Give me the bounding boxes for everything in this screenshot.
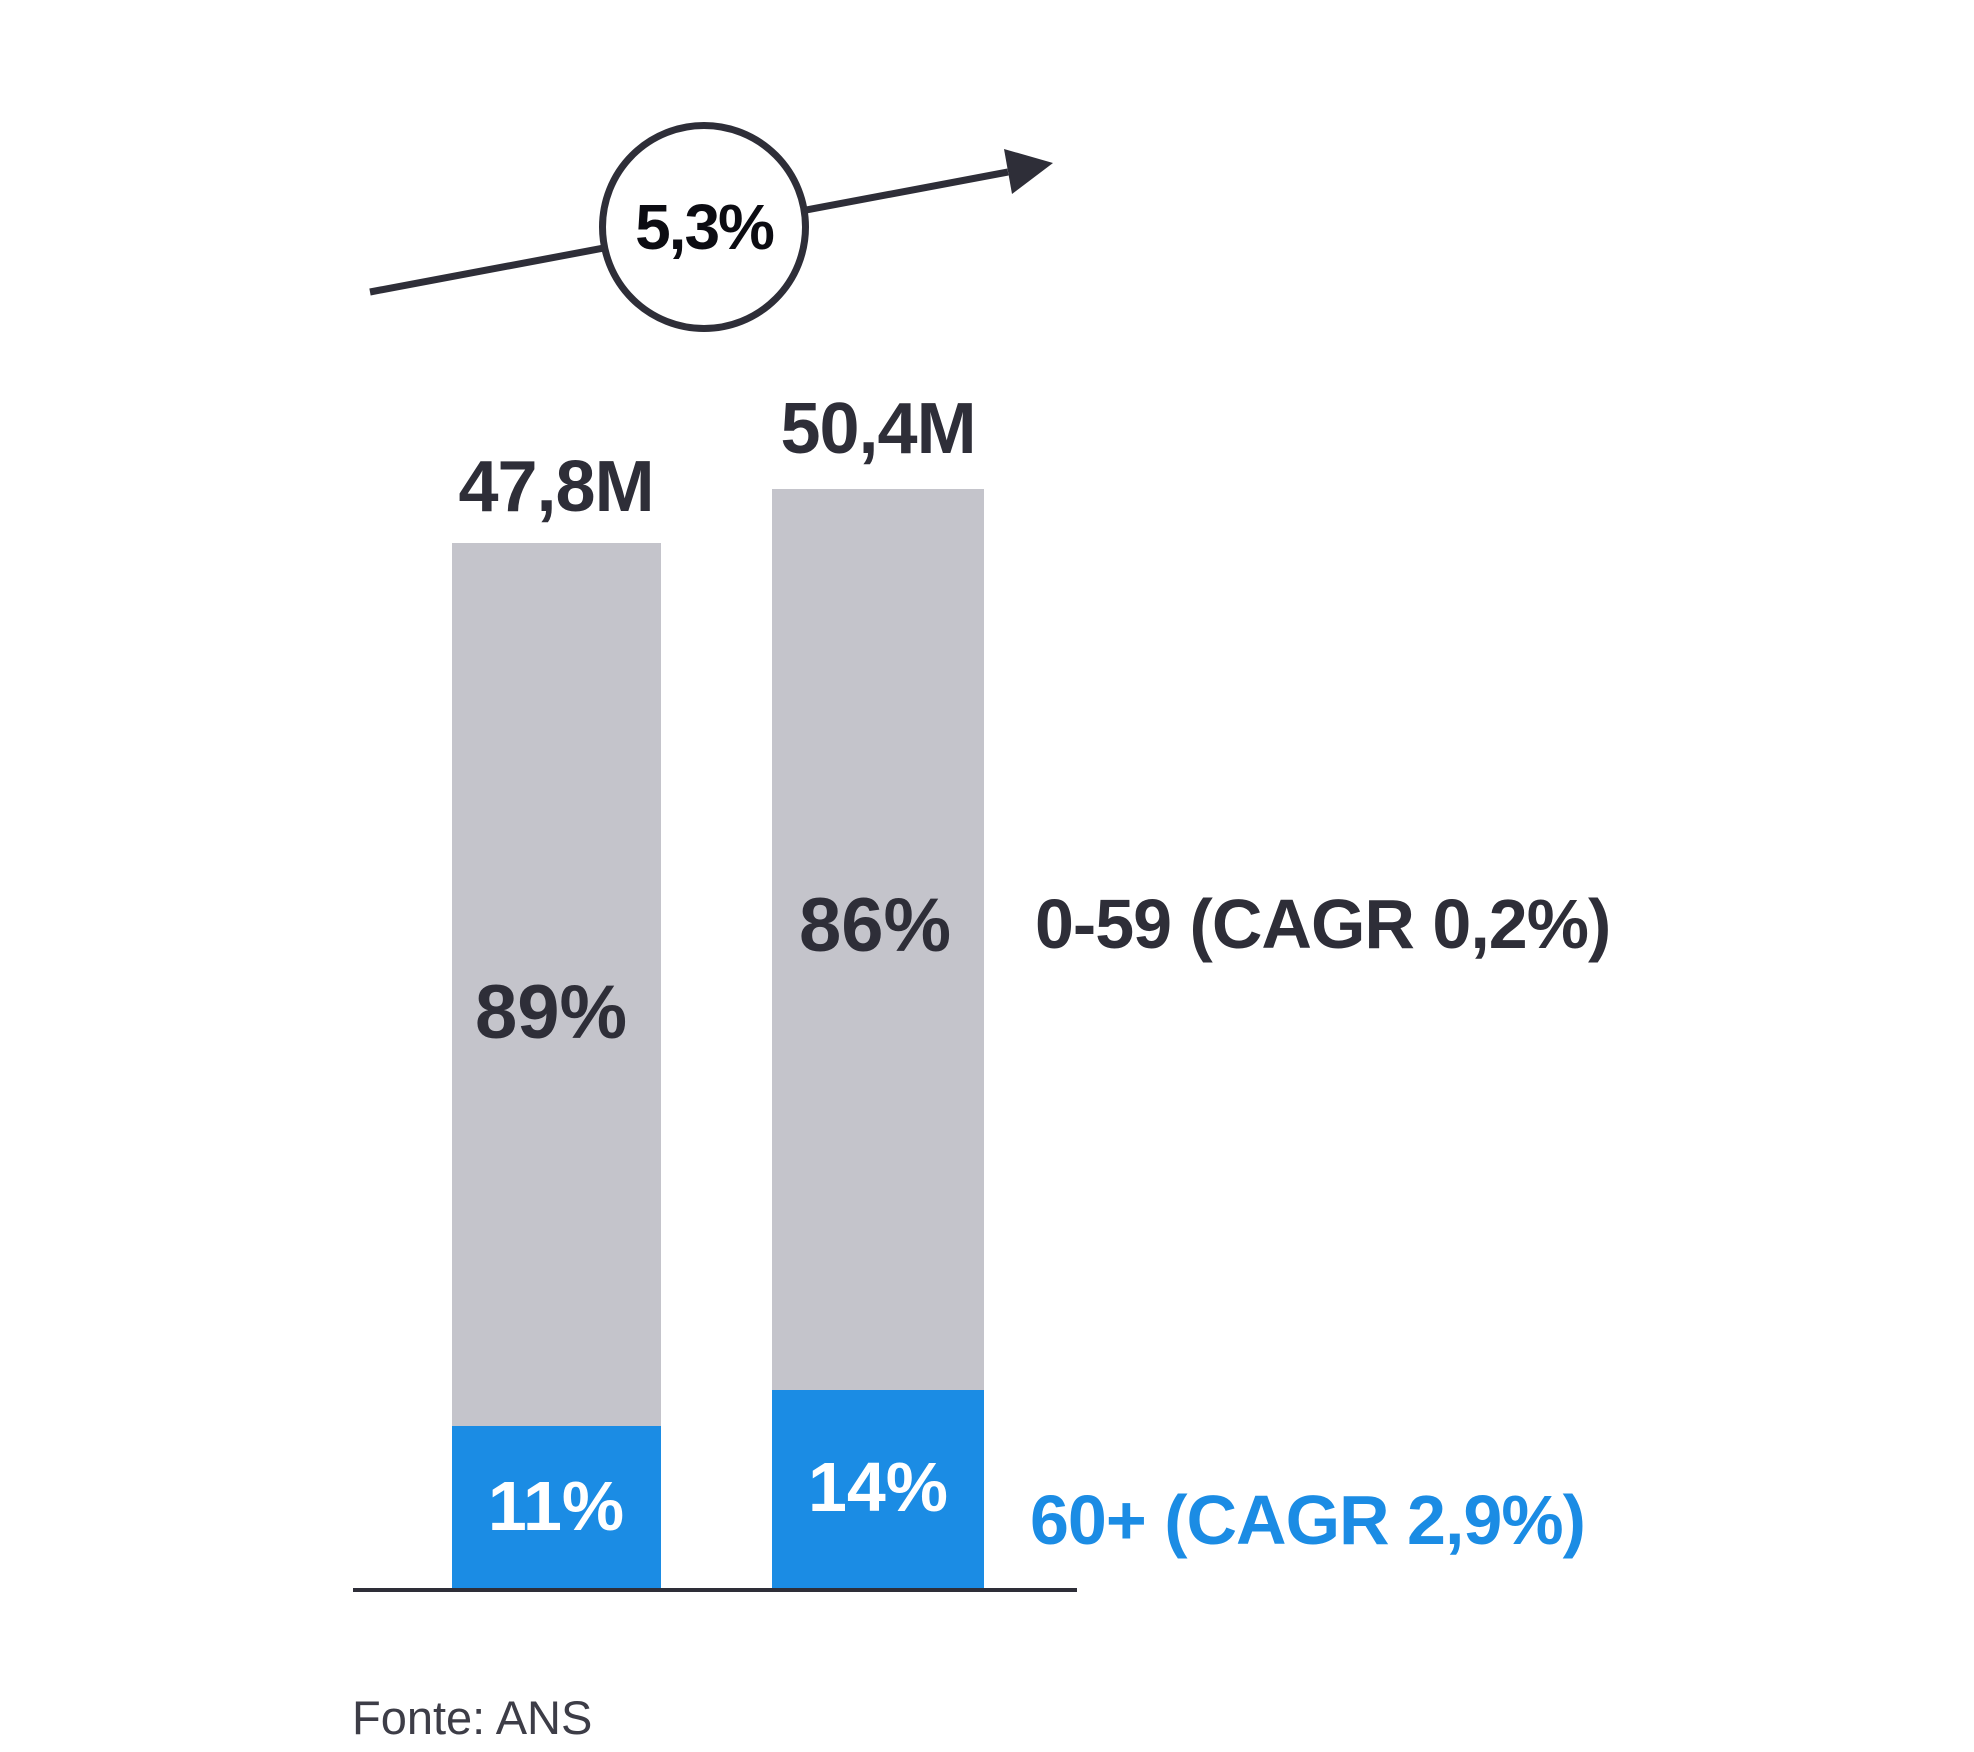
bar1-total-label: 47,8M bbox=[458, 447, 654, 527]
bar-1 bbox=[452, 543, 661, 1590]
bar2-0-59-percent-label: 86% bbox=[798, 883, 952, 968]
arrowhead-icon bbox=[1004, 149, 1053, 194]
bar1-0-59-percent-label: 89% bbox=[474, 970, 628, 1055]
growth-badge-value: 5,3% bbox=[635, 191, 775, 263]
bar1-segment-60plus bbox=[452, 1426, 661, 1590]
x-axis-line bbox=[353, 1588, 1077, 1592]
bar1-60plus-percent-label: 11% bbox=[487, 1467, 625, 1545]
legend-label-60plus: 60+ (CAGR 2,9%) bbox=[1030, 1481, 1586, 1559]
growth-badge: 5,3% bbox=[599, 122, 809, 332]
legend-label-0-59: 0-59 (CAGR 0,2%) bbox=[1035, 885, 1611, 963]
bar-2 bbox=[772, 489, 984, 1590]
bar1-segment-0-59 bbox=[452, 543, 661, 1426]
bar2-segment-0-59 bbox=[772, 489, 984, 1390]
bar2-60plus-percent-label: 14% bbox=[807, 1448, 949, 1526]
bar2-segment-60plus bbox=[772, 1390, 984, 1590]
source-note: Fonte: ANS bbox=[352, 1691, 593, 1744]
bar2-total-label: 50,4M bbox=[780, 389, 976, 469]
